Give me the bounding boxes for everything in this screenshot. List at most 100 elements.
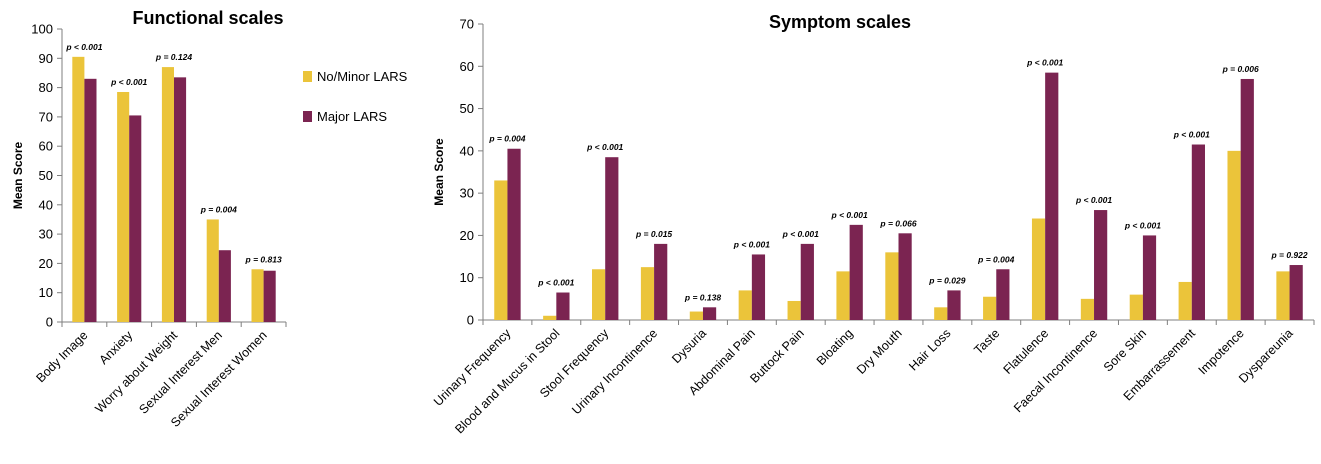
symptom-y-tick-label: 20 <box>460 228 474 243</box>
symptom-y-tick-label: 10 <box>460 270 474 285</box>
symptom-p-value: p = 0.922 <box>1270 250 1307 260</box>
functional-category-label: Sexual Interest Men <box>136 328 225 417</box>
symptom-bar-major <box>702 307 717 320</box>
symptom-y-tick-label: 0 <box>467 313 474 328</box>
functional-p-value: p < 0.001 <box>65 42 102 52</box>
legend-label-minor: No/Minor LARS <box>317 69 408 84</box>
functional-y-tick-label: 10 <box>39 285 53 300</box>
functional-bar-minor <box>72 56 85 323</box>
functional-p-value: p = 0.004 <box>200 204 237 214</box>
symptom-y-tick-label: 40 <box>460 143 474 158</box>
legend-swatch-minor <box>303 71 312 82</box>
symptom-y-tick-label: 70 <box>460 17 474 32</box>
symptom-bar-minor <box>1227 150 1241 320</box>
functional-y-tick-label: 30 <box>39 227 53 242</box>
symptom-bar-minor <box>640 267 655 320</box>
symptom-category-label: Flatulence <box>1001 326 1052 377</box>
symptom-p-value: p = 0.138 <box>684 292 721 302</box>
functional-y-tick-label: 70 <box>39 109 53 124</box>
symptom-category-label: Hair Loss <box>906 326 953 373</box>
symptom-p-value: p = 0.004 <box>488 134 525 144</box>
symptom-p-value: p < 0.001 <box>1075 195 1112 205</box>
symptom-p-value: p < 0.001 <box>1026 58 1063 68</box>
symptom-bar-major <box>1094 210 1108 320</box>
symptom-category-label: Impotence <box>1196 326 1247 377</box>
symptom-y-axis-label: Mean Score <box>432 138 446 206</box>
functional-bar-minor <box>206 219 219 322</box>
functional-bar-major <box>218 250 231 322</box>
symptom-p-value: p < 0.001 <box>1124 220 1161 230</box>
functional-y-tick-label: 100 <box>31 22 53 37</box>
symptom-bar-minor <box>738 290 752 320</box>
symptom-p-value: p < 0.001 <box>586 142 623 152</box>
symptom-p-value: p < 0.001 <box>733 239 770 249</box>
symptom-y-tick-label: 30 <box>460 186 474 201</box>
functional-bar-major <box>84 78 97 322</box>
symptom-bar-major <box>1289 265 1303 320</box>
legend-swatch-major <box>303 111 312 122</box>
symptom-bar-major <box>556 292 570 320</box>
symptom-bar-minor <box>592 269 606 320</box>
functional-bar-minor <box>117 91 130 323</box>
symptom-chart-title: Symptom scales <box>769 12 911 32</box>
symptom-bar-major <box>1191 144 1205 320</box>
symptom-category-label: Urinary Incontinence <box>569 326 660 417</box>
symptom-bar-major <box>1045 72 1059 320</box>
symptom-bar-major <box>605 157 619 320</box>
symptom-bar-minor <box>689 311 703 320</box>
symptom-category-label: Bloating <box>814 326 856 368</box>
functional-category-label: Anxiety <box>96 328 135 367</box>
functional-y-tick-label: 60 <box>39 139 53 154</box>
functional-y-tick-label: 0 <box>46 315 53 330</box>
symptom-bar-major <box>849 224 863 320</box>
functional-y-tick-label: 80 <box>39 80 53 95</box>
symptom-p-value: p = 0.015 <box>635 229 672 239</box>
symptom-p-value: p = 0.004 <box>977 254 1014 264</box>
legend-label-major: Major LARS <box>317 109 387 124</box>
functional-bar-major <box>129 115 142 322</box>
functional-chart-title: Functional scales <box>132 8 283 28</box>
symptom-bar-major <box>751 254 766 320</box>
functional-y-tick-label: 50 <box>39 168 53 183</box>
symptom-p-value: p = 0.006 <box>1222 64 1259 74</box>
symptom-bar-minor <box>1031 218 1046 320</box>
symptom-bar-minor <box>494 180 508 320</box>
symptom-p-value: p = 0.029 <box>928 275 965 285</box>
functional-y-tick-label: 40 <box>39 197 53 212</box>
functional-p-value: p = 0.813 <box>245 254 282 264</box>
symptom-p-value: p < 0.001 <box>1173 130 1210 140</box>
functional-y-tick-label: 20 <box>39 256 53 271</box>
symptom-p-value: p < 0.001 <box>782 229 819 239</box>
symptom-bar-major <box>947 290 961 320</box>
symptom-bar-major <box>507 148 521 320</box>
symptom-category-label: Sore Skin <box>1101 326 1149 374</box>
symptom-bar-major <box>654 243 668 320</box>
symptom-bar-minor <box>1276 271 1290 320</box>
symptom-bar-minor <box>836 271 850 320</box>
functional-bar-minor <box>251 269 264 322</box>
functional-p-value: p < 0.001 <box>110 77 147 87</box>
functional-p-value: p = 0.124 <box>155 52 192 62</box>
symptom-p-value: p = 0.066 <box>879 218 916 228</box>
symptom-bar-minor <box>983 296 997 320</box>
functional-bar-major <box>263 270 276 322</box>
functional-category-label: Worry about Weight <box>92 328 180 416</box>
symptom-bar-minor <box>934 307 948 320</box>
symptom-bar-major <box>1142 235 1157 320</box>
functional-y-axis-label: Mean Score <box>11 141 25 209</box>
functional-category-label: Body Image <box>33 328 90 385</box>
symptom-category-label: Dry Mouth <box>854 326 905 377</box>
symptom-y-tick-label: 50 <box>460 101 474 116</box>
symptom-y-tick-label: 60 <box>460 59 474 74</box>
symptom-category-label: Faecal Incontinence <box>1011 326 1100 415</box>
functional-y-tick-label: 90 <box>39 51 53 66</box>
symptom-bar-major <box>1240 78 1254 320</box>
functional-bar-major <box>174 77 187 322</box>
symptom-bar-minor <box>1080 298 1095 320</box>
symptom-bar-major <box>996 269 1010 320</box>
symptom-category-label: Taste <box>971 326 1002 357</box>
symptom-p-value: p < 0.001 <box>537 278 574 288</box>
symptom-category-label: Dysuria <box>669 326 709 366</box>
